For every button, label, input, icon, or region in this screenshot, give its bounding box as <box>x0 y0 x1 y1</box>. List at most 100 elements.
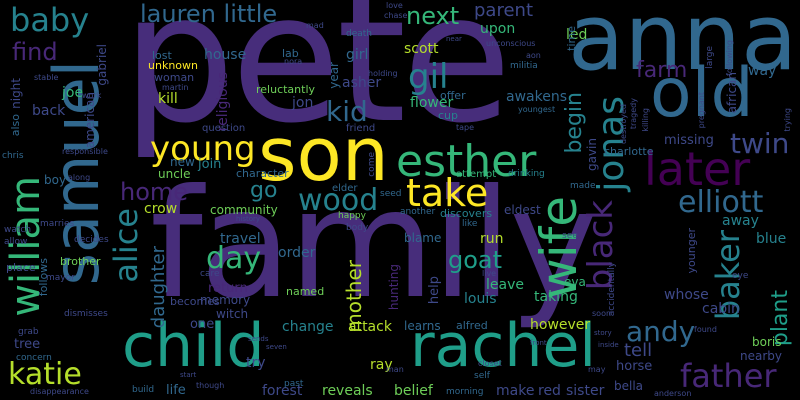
word-goat: goat <box>448 246 503 274</box>
word-chase: chase <box>384 11 408 20</box>
word-gabriel: gabriel <box>95 44 109 86</box>
word-boris: boris <box>752 335 782 349</box>
word-young: young <box>150 129 256 169</box>
word-man: man <box>386 365 404 374</box>
word-away: away <box>722 213 759 229</box>
word-though: though <box>196 381 225 390</box>
word-come: come <box>367 152 377 177</box>
word-change: change <box>282 319 334 335</box>
word-memory: memory <box>200 293 251 307</box>
word-seven: seven <box>266 343 287 351</box>
word-chris: chris <box>2 151 24 161</box>
word-reveals: reveals <box>322 383 373 399</box>
word-katie: katie <box>8 357 82 392</box>
word-cabin: cabin <box>702 301 740 317</box>
word-baby: baby <box>10 1 90 39</box>
word-anna: anna <box>568 0 798 91</box>
word-found: found <box>694 325 717 334</box>
word-esther: esther <box>396 136 537 187</box>
word-father: father <box>680 357 777 395</box>
word-drinking: drinking <box>508 169 545 179</box>
word-year: year <box>327 62 341 89</box>
word-whose: whose <box>664 287 709 303</box>
word-upon: upon <box>480 21 516 37</box>
word-flower: flower <box>410 95 454 111</box>
word-self: self <box>474 371 490 381</box>
word-belief: belief <box>394 383 433 399</box>
word-day: day <box>206 241 262 276</box>
word-daughter: daughter <box>148 246 169 329</box>
word-stable: stable <box>34 73 59 82</box>
word-offer: offer <box>440 89 466 102</box>
word-scott: scott <box>404 41 439 57</box>
word-later: later <box>644 142 751 196</box>
word-work: work <box>82 91 102 100</box>
word-time: time <box>565 26 578 51</box>
word-nearby: nearby <box>740 349 782 363</box>
word-kill: kill <box>158 91 178 107</box>
word-friend: friend <box>346 123 376 134</box>
word-travel: travel <box>220 231 261 247</box>
word-martin: martin <box>162 83 189 92</box>
word-sister: sister <box>566 383 605 399</box>
word-story: story <box>594 329 612 337</box>
word-eye: eye <box>732 271 749 281</box>
word-order: order <box>278 245 316 261</box>
word-wood: wood <box>298 183 379 218</box>
word-death: death <box>346 29 372 39</box>
word-grab: grab <box>18 327 39 337</box>
word-louis: louis <box>464 291 497 307</box>
word-discovers: discovers <box>440 207 493 220</box>
word-house: house <box>204 47 247 63</box>
word-killing: killing <box>641 108 650 132</box>
word-uncle: uncle <box>158 167 191 181</box>
word-may: may <box>588 365 606 374</box>
word-history: history <box>236 215 261 223</box>
word-named: named <box>286 285 325 298</box>
word-mayor: mayor <box>46 273 75 283</box>
word-nora: nora <box>284 57 303 66</box>
word-love: love <box>386 1 403 10</box>
word-take: take <box>406 171 489 215</box>
word-alfred: alfred <box>456 319 488 332</box>
word-another: another <box>400 207 436 217</box>
word-go: go <box>250 178 278 203</box>
word-african: african <box>725 72 739 114</box>
word-andy: andy <box>626 315 696 348</box>
word-unconscious: unconscious <box>486 39 536 48</box>
word-becomes: becomes <box>170 295 220 308</box>
word-learns: learns <box>404 319 441 333</box>
word-next: next <box>406 2 460 30</box>
word-disappearance: disappearance <box>30 387 89 396</box>
word-blue: blue <box>756 231 787 247</box>
word-youngest: youngest <box>518 105 556 114</box>
word-place: place <box>6 261 36 274</box>
word-watch: watch <box>4 225 32 235</box>
word-parent: parent <box>474 0 534 21</box>
word-start: start <box>180 371 197 379</box>
word-holding: holding <box>368 69 398 78</box>
word-family: family <box>150 158 598 332</box>
word-sends: sends <box>248 335 269 343</box>
word-question: question <box>202 123 246 134</box>
word-alice: alice <box>107 208 145 283</box>
word-destroyed: destroyed <box>619 104 628 145</box>
word-seed: seed <box>380 189 402 199</box>
word-way: way <box>748 63 777 79</box>
word-begin: begin <box>562 92 587 154</box>
word-joe: joe <box>62 85 84 101</box>
word-happy: happy <box>338 211 366 221</box>
word-tragedy: tragedy <box>629 98 638 130</box>
word-join: join <box>198 157 222 172</box>
word-aon: aon <box>526 51 541 60</box>
word-tree: tree <box>14 337 41 352</box>
word-allow: allow <box>4 237 28 247</box>
word-find: find <box>12 38 58 66</box>
word-twin: twin <box>730 127 790 160</box>
word-gil: gil <box>408 57 449 97</box>
word-accidentally: accidentally <box>607 262 617 317</box>
word-front: front <box>530 339 547 347</box>
word-decides: decides <box>74 235 109 245</box>
word-younger: younger <box>685 228 698 274</box>
word-reluctantly: reluctantly <box>256 83 316 96</box>
